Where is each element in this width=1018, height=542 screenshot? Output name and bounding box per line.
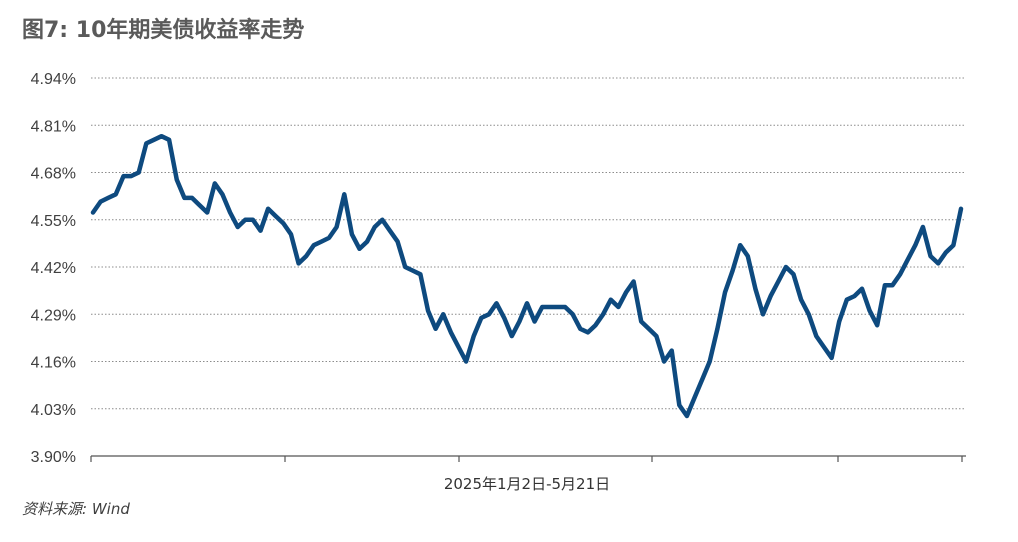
y-tick-label: 4.94% [31,71,76,88]
x-axis-label: 2025年1月2日-5月21日 [444,475,610,493]
y-tick-label: 4.42% [31,260,76,277]
y-tick-label: 4.68% [31,166,76,183]
series-line [90,133,964,419]
y-tick-label: 4.55% [31,213,76,230]
y-tick-label: 4.16% [31,355,76,372]
y-tick-label: 4.03% [31,402,76,419]
chart-title: 图7: 10年期美债收益率走势 [22,18,305,43]
y-tick-label: 4.81% [31,118,76,135]
gridlines [91,77,966,410]
x-axis [90,455,966,462]
y-tick-label: 3.90% [31,449,76,466]
y-axis-tick-labels: 4.94% 4.81% 4.68% 4.55% 4.42% 4.29% 4.16% 4.03%… [31,71,76,466]
y-tick-label: 4.29% [31,307,76,324]
source-note: 资料来源: Wind [22,500,130,518]
